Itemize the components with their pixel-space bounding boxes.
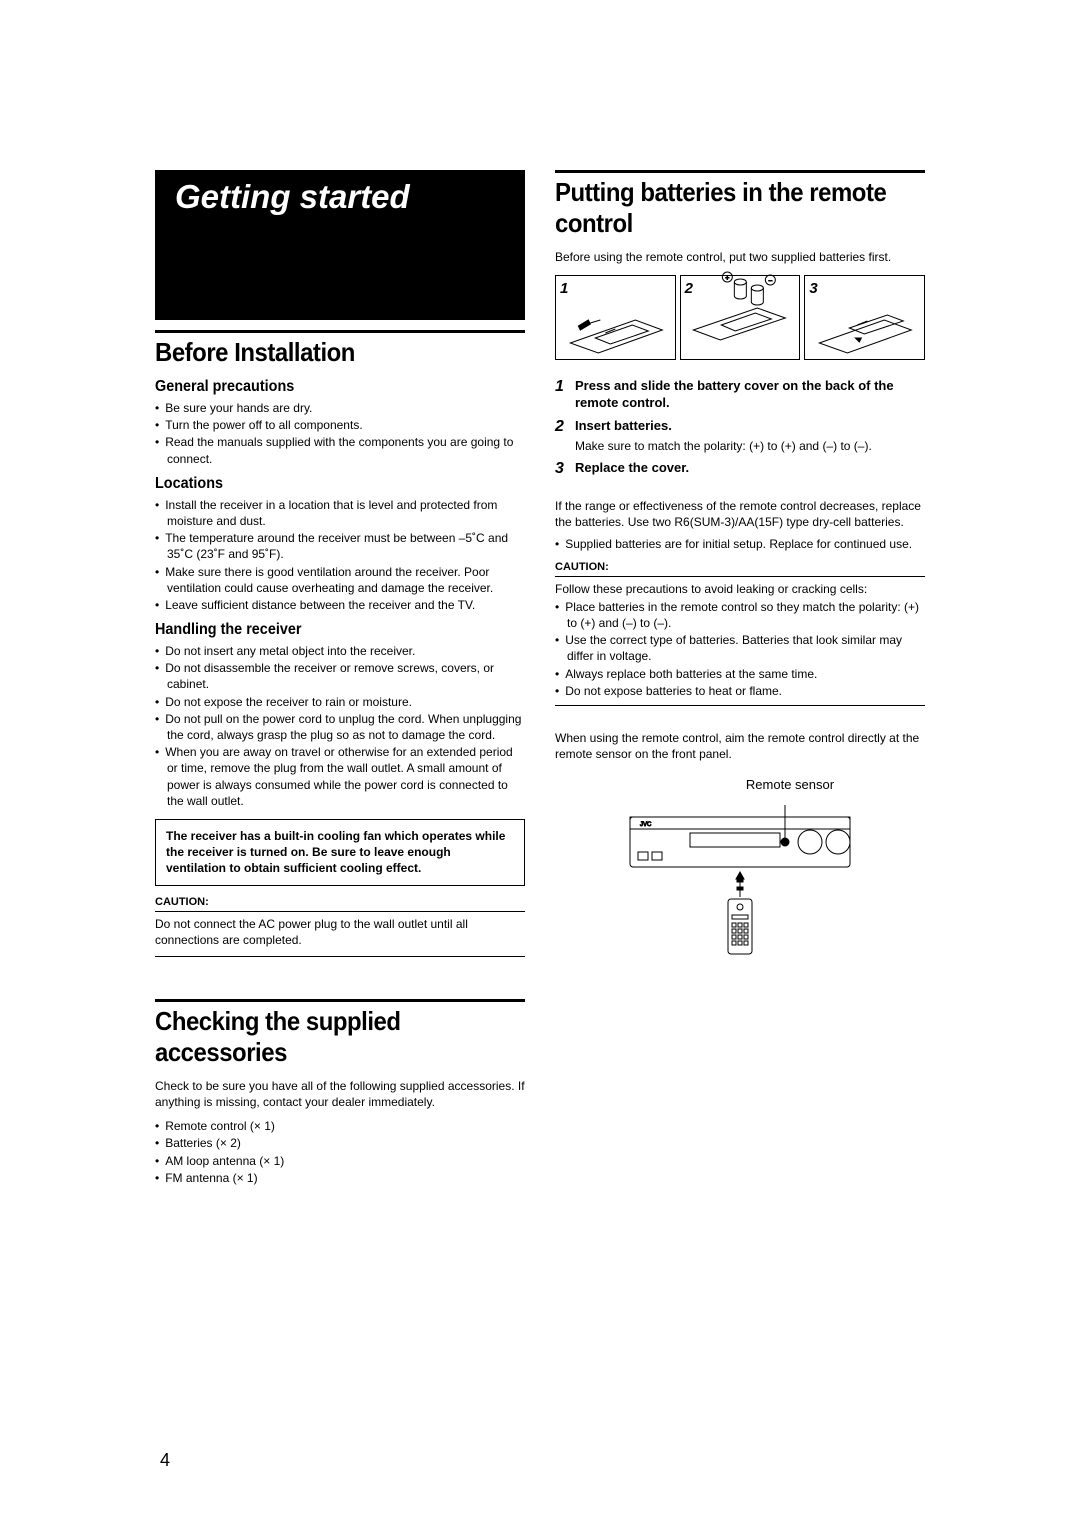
list-item: Do not expose the receiver to rain or mo… (155, 694, 525, 710)
step-subtext: Make sure to match the polarity: (+) to … (575, 438, 925, 454)
chapter-title: Getting started (175, 178, 410, 216)
section-rule (155, 330, 525, 333)
remote-sensor-diagram: Remote sensor JVC (555, 777, 925, 967)
general-precautions-list: Be sure your hands are dry. Turn the pow… (155, 400, 525, 467)
list-item: When you are away on travel or otherwise… (155, 744, 525, 809)
batteries-intro: Before using the remote control, put two… (555, 249, 925, 265)
range-list: Supplied batteries are for initial setup… (555, 536, 925, 552)
svg-text:−: − (768, 278, 772, 285)
page-number: 4 (160, 1450, 170, 1471)
list-item: Place batteries in the remote control so… (555, 599, 925, 631)
thin-rule (555, 705, 925, 706)
list-item: Do not disassemble the receiver or remov… (155, 660, 525, 692)
receiver-remote-icon: JVC (600, 797, 880, 967)
remote-sensor-label: Remote sensor (555, 777, 925, 792)
caution-list: Place batteries in the remote control so… (555, 599, 925, 699)
list-item: Make sure there is good ventilation arou… (155, 564, 525, 596)
list-item: Be sure your hands are dry. (155, 400, 525, 416)
insert-batteries-icon: + − (681, 270, 800, 360)
list-item: FM antenna (× 1) (155, 1170, 525, 1186)
list-item: Supplied batteries are for initial setup… (555, 536, 925, 552)
thin-rule (155, 956, 525, 957)
list-item: Do not pull on the power cord to unplug … (155, 711, 525, 743)
svg-text:JVC: JVC (640, 822, 652, 828)
locations-list: Install the receiver in a location that … (155, 497, 525, 613)
cooling-fan-note: The receiver has a built-in cooling fan … (155, 819, 525, 886)
list-item: Do not insert any metal object into the … (155, 643, 525, 659)
step-instruction-3: 3 Replace the cover. (555, 460, 925, 478)
page-content: Getting started Before Installation Gene… (155, 170, 925, 1192)
step-number: 3 (809, 280, 817, 297)
step-number: 2 (555, 418, 575, 454)
list-item: Turn the power off to all components. (155, 417, 525, 433)
accessories-heading: Checking the supplied accessories (155, 1006, 495, 1068)
remote-back-slide-icon (560, 298, 671, 358)
batteries-heading: Putting batteries in the remote control (555, 177, 895, 239)
step-instruction-1: 1 Press and slide the battery cover on t… (555, 378, 925, 412)
step-title: Replace the cover. (575, 460, 925, 477)
list-item: Do not expose batteries to heat or flame… (555, 683, 925, 699)
list-item: Read the manuals supplied with the compo… (155, 434, 525, 466)
list-item: The temperature around the receiver must… (155, 530, 525, 562)
handling-list: Do not insert any metal object into the … (155, 643, 525, 809)
list-item: Use the correct type of batteries. Batte… (555, 632, 925, 664)
step-title: Press and slide the battery cover on the… (575, 378, 925, 412)
list-item: Install the receiver in a location that … (155, 497, 525, 529)
list-item: Always replace both batteries at the sam… (555, 666, 925, 682)
handling-heading: Handling the receiver (155, 621, 488, 639)
step-number: 1 (555, 378, 575, 412)
step-number: 3 (555, 460, 575, 478)
thin-rule (155, 911, 525, 912)
caution-intro: Follow these precautions to avoid leakin… (555, 581, 925, 597)
caution-text: Do not connect the AC power plug to the … (155, 916, 525, 948)
remote-aim-text: When using the remote control, aim the r… (555, 730, 925, 762)
before-installation-heading: Before Installation (155, 337, 495, 368)
svg-text:+: + (725, 275, 729, 282)
step-diagram-2: 2 + − (680, 275, 801, 360)
section-rule (155, 999, 525, 1002)
right-column: Putting batteries in the remote control … (555, 170, 925, 1192)
caution-heading: CAUTION: (555, 561, 925, 573)
accessories-intro: Check to be sure you have all of the fol… (155, 1078, 525, 1110)
list-item: AM loop antenna (× 1) (155, 1153, 525, 1169)
general-precautions-heading: General precautions (155, 378, 488, 396)
list-item: Remote control (× 1) (155, 1118, 525, 1134)
battery-step-diagrams: 1 2 (555, 275, 925, 360)
list-item: Batteries (× 2) (155, 1135, 525, 1151)
list-item: Leave sufficient distance between the re… (155, 597, 525, 613)
thin-rule (555, 576, 925, 577)
section-rule (555, 170, 925, 173)
accessories-list: Remote control (× 1) Batteries (× 2) AM … (155, 1118, 525, 1186)
left-column: Getting started Before Installation Gene… (155, 170, 525, 1192)
step-number: 1 (560, 280, 568, 297)
range-text: If the range or effectiveness of the rem… (555, 498, 925, 530)
step-diagram-3: 3 (804, 275, 925, 360)
chapter-title-box: Getting started (155, 170, 525, 320)
caution-heading: CAUTION: (155, 896, 525, 908)
replace-cover-icon (809, 298, 920, 358)
locations-heading: Locations (155, 475, 488, 493)
step-title: Insert batteries. (575, 418, 925, 435)
step-diagram-1: 1 (555, 275, 676, 360)
step-instruction-2: 2 Insert batteries. Make sure to match t… (555, 418, 925, 454)
